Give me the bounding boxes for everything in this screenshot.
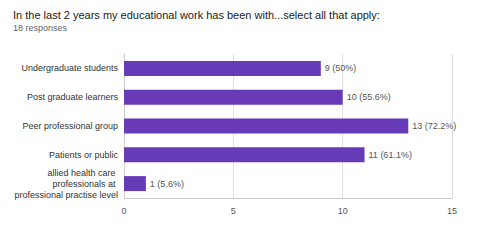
- svg-text:Patients or public: Patients or public: [49, 150, 119, 160]
- svg-text:In the last 2 years my educati: In the last 2 years my educational work …: [13, 9, 380, 21]
- svg-text:1 (5.6%): 1 (5.6%): [150, 179, 184, 189]
- svg-text:18 responses: 18 responses: [13, 23, 68, 33]
- svg-text:Post graduate learners: Post graduate learners: [27, 92, 119, 102]
- svg-text:10 (55.6%): 10 (55.6%): [347, 92, 391, 102]
- svg-text:10: 10: [338, 206, 348, 216]
- svg-text:5: 5: [231, 206, 236, 216]
- svg-text:11 (61.1%): 11 (61.1%): [369, 150, 412, 160]
- svg-text:professional practise level: professional practise level: [14, 190, 118, 200]
- svg-text:Peer professional group: Peer professional group: [22, 121, 118, 131]
- svg-text:0: 0: [121, 206, 126, 216]
- svg-text:allied health care: allied health care: [47, 168, 118, 178]
- svg-text:9 (50%): 9 (50%): [325, 63, 357, 73]
- svg-text:professionals at: professionals at: [52, 179, 118, 189]
- svg-text:15: 15: [447, 206, 457, 216]
- svg-text:13 (72.2%): 13 (72.2%): [412, 121, 456, 131]
- svg-text:Undergraduate students: Undergraduate students: [21, 63, 118, 73]
